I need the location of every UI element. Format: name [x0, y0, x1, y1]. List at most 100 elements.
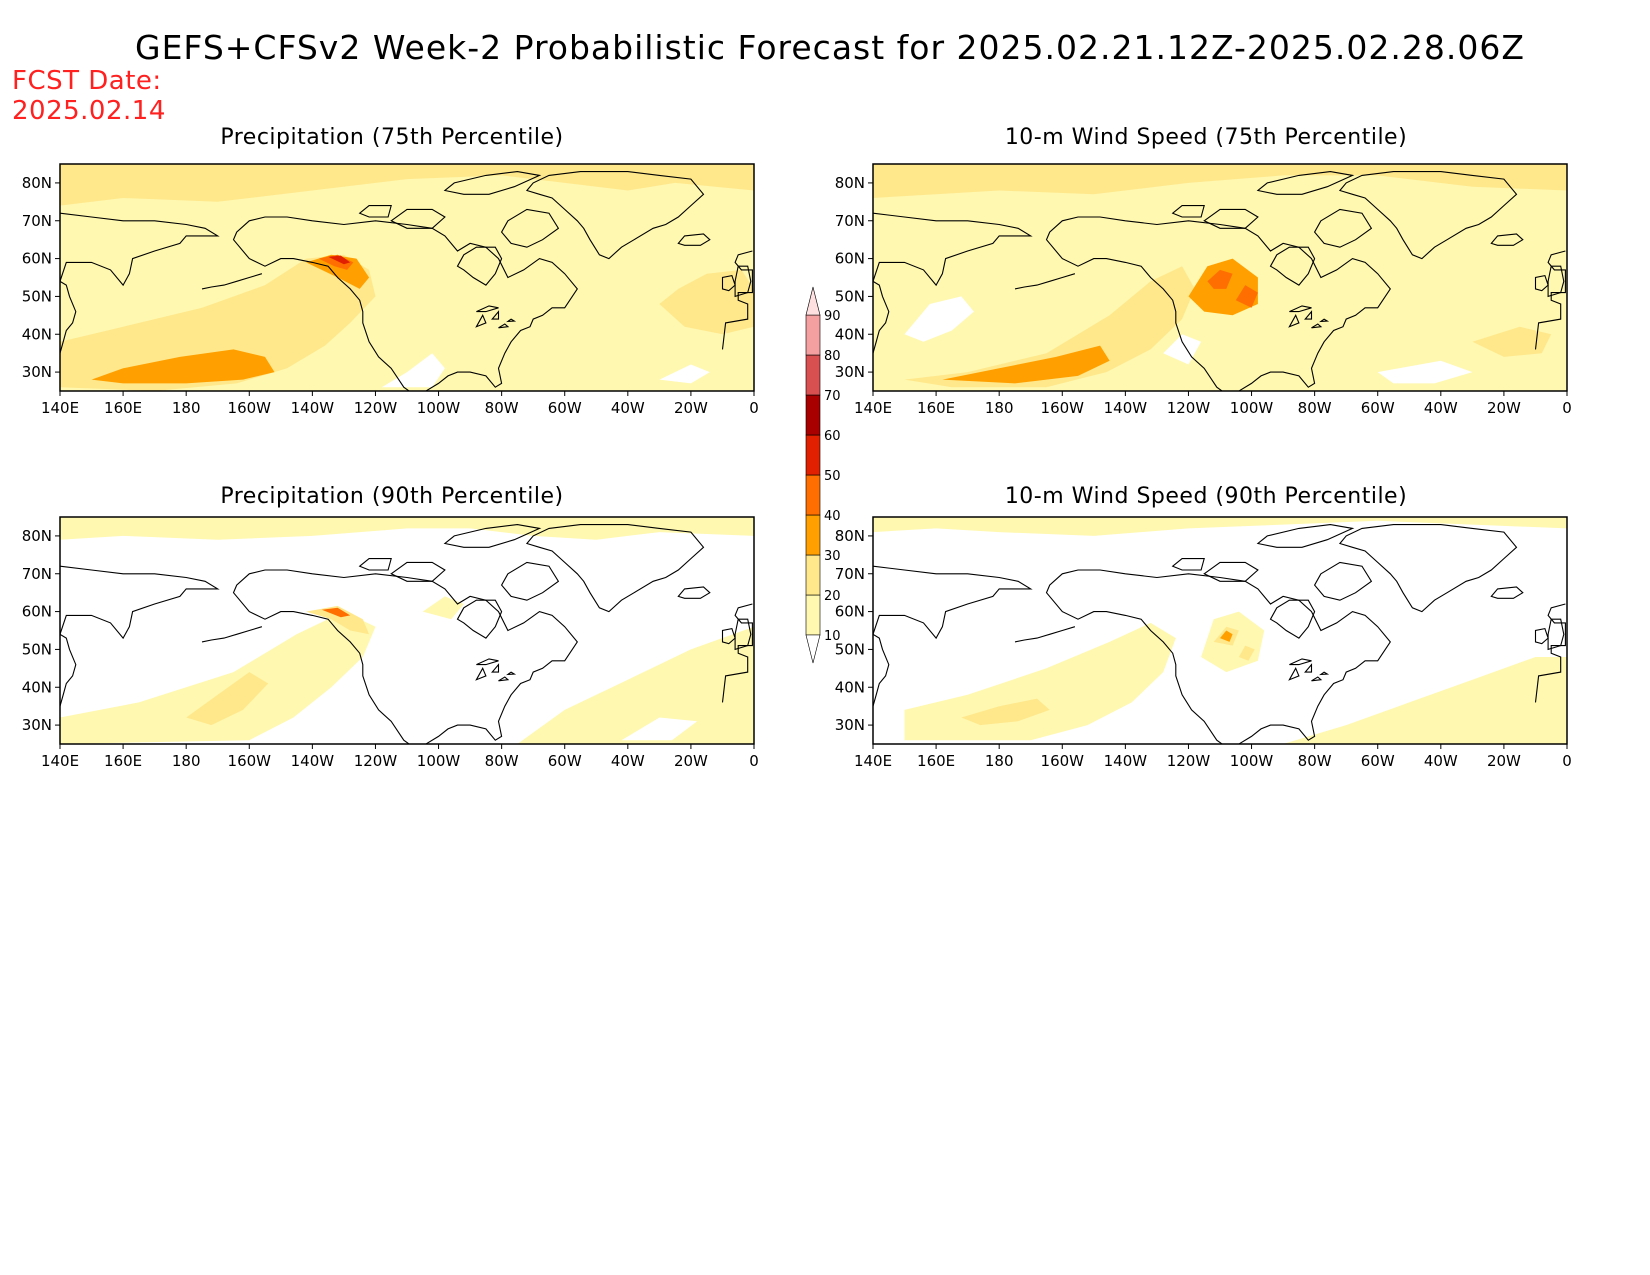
map-wind-75-lat-label-1: 70N	[835, 212, 865, 230]
forecast-date: 2025.02.14	[12, 96, 166, 126]
map-precip-75-coastlines	[60, 171, 753, 391]
map-precip-75-contour-4	[91, 349, 275, 384]
map-wind-75-coast-lake-2	[1304, 310, 1313, 320]
map-precip-75-lon-label-4: 140W	[291, 399, 335, 417]
map-precip-75-coast-victoria	[390, 208, 446, 229]
map-precip-90-contour-4	[186, 672, 269, 726]
map-precip-90-lat-label-3: 50N	[22, 640, 52, 658]
map-wind-75-coast-lake-0	[1289, 305, 1312, 313]
map-wind-90-coast-ireland	[1534, 627, 1549, 645]
map-precip-90-coast-lake-0	[476, 658, 499, 666]
map-precip-90-lon-label-8: 60W	[548, 752, 582, 770]
map-precip-75-coast-lake-4	[506, 318, 517, 323]
colorbar: 10 20 30 40 50 60 70 80 90	[805, 286, 841, 664]
map-precip-75-coast-asia	[60, 212, 220, 354]
map-precip-75-coast-lake-2	[491, 310, 500, 320]
map-precip-90-lon-label-2: 180	[172, 752, 201, 770]
map-precip-90-coast-ireland	[721, 627, 736, 645]
map-precip-75-lat-label-3: 50N	[22, 287, 52, 305]
map-wind-90-coast-ellesmere	[1256, 524, 1355, 548]
map-wind-90-coast-banks	[1171, 558, 1205, 571]
map-wind-75-contour-1	[873, 164, 1567, 198]
map-precip-90-lat-label-5: 30N	[22, 716, 52, 734]
map-wind-75-coast-aleutians	[1014, 273, 1076, 290]
map-precip-75-lon-label-0: 140E	[41, 399, 79, 417]
map-wind-75-coast-lake-1	[1288, 314, 1300, 328]
map-precip-75-lat-label-4: 40N	[22, 325, 52, 343]
map-precip-90-lon-label-5: 120W	[354, 752, 398, 770]
map-precip-75-lon-label-2: 180	[172, 399, 201, 417]
map-wind-75-lon-label-0: 140E	[854, 399, 892, 417]
map-precip-90-lon-label-1: 160E	[104, 752, 142, 770]
map-wind-75-coast-uk	[1547, 265, 1565, 298]
map-wind-90-lon-label-6: 100W	[1230, 752, 1274, 770]
map-precip-90-coast-ellesmere	[443, 524, 542, 548]
map-wind-75-lon-label-8: 60W	[1361, 399, 1395, 417]
map-precip-75-contour-7	[328, 255, 351, 265]
map-precip-75-lon-label-5: 120W	[354, 399, 398, 417]
map-wind-75-lat-label-2: 60N	[835, 250, 865, 268]
map-precip-75-lat-label-5: 30N	[22, 363, 52, 381]
map-precip-90-frame	[59, 516, 755, 745]
forecast-date-block: FCST Date: 2025.02.14	[12, 66, 166, 126]
forecast-date-label: FCST Date:	[12, 66, 162, 96]
map-precip-90-lon-label-10: 20W	[674, 752, 708, 770]
map-precip-90-coast-lake-4	[506, 671, 517, 676]
colorbar-segment-7	[805, 314, 821, 356]
map-wind-75-coastlines	[873, 171, 1566, 391]
colorbar-segment-1	[805, 554, 821, 596]
map-wind-75-coast-ellesmere	[1256, 171, 1355, 195]
map-precip-75-coast-uk	[734, 265, 752, 298]
map-wind-90-coast-uk	[1547, 618, 1565, 651]
map-wind-90-contour-0	[873, 517, 1567, 536]
map-precip-75-lon-label-8: 60W	[548, 399, 582, 417]
map-precip-90-coast-europe	[721, 603, 753, 703]
map-precip-90-lat-label-4: 40N	[22, 678, 52, 696]
map-wind-90-coast-victoria	[1203, 561, 1259, 582]
map-precip-75-contour-2	[60, 254, 376, 391]
map-wind-90-contour-7	[1238, 645, 1255, 661]
map-precip-90-coast-iceland	[677, 586, 711, 599]
map-precip-75-coast-lake-1	[475, 314, 487, 328]
map-precip-90-contour-0	[60, 517, 754, 540]
map-precip-75-coast-banks	[358, 205, 392, 218]
colorbar-segment-6	[805, 354, 821, 396]
map-precip-75-lon-label-9: 40W	[611, 399, 645, 417]
map-precip-90-lon-label-6: 100W	[417, 752, 461, 770]
map-precip-90-contour-7	[621, 717, 698, 741]
map-wind-90-lon-label-0: 140E	[854, 752, 892, 770]
map-wind-75-contour-7	[1235, 285, 1258, 308]
map-precip-90-lon-label-4: 140W	[291, 752, 335, 770]
map-precip-75-coast-europe	[721, 250, 753, 350]
map-precip-75-lon-label-7: 80W	[485, 399, 519, 417]
map-wind-75-lon-label-10: 20W	[1487, 399, 1521, 417]
map-wind-75-coast-banks	[1171, 205, 1205, 218]
panel-title-precip-90: Precipitation (90th Percentile)	[220, 484, 564, 509]
map-precip-75-coast-iceland	[677, 233, 711, 246]
map-wind-75-contour-3	[1472, 326, 1552, 357]
map-wind-90-coast-aleutians	[1014, 626, 1076, 643]
map-precip-75-lat-label-0: 80N	[22, 174, 52, 192]
map-precip-90-coast-aleutians	[201, 626, 263, 643]
colorbar-segment-4	[805, 434, 821, 476]
map-wind-75-lat-label-0: 80N	[835, 174, 865, 192]
map-wind-75-coast-ireland	[1534, 274, 1549, 292]
map-precip-75-coast-hudson-bay	[456, 246, 503, 286]
map-precip-90-coast-banks	[358, 558, 392, 571]
map-wind-90-lon-label-4: 140W	[1104, 752, 1148, 770]
map-precip-90-contour-6	[321, 607, 351, 618]
map-precip-90-lon-label-3: 160W	[228, 752, 272, 770]
map-precip-90-coast-victoria	[390, 561, 446, 582]
colorbar-bottom-arrow	[805, 634, 821, 664]
map-precip-90-contour-3	[422, 596, 464, 620]
map-wind-90-lon-label-5: 120W	[1167, 752, 1211, 770]
map-wind-75-lon-label-6: 100W	[1230, 399, 1274, 417]
map-precip-90-lat-label-1: 70N	[22, 565, 52, 583]
map-wind-75-lon-label-11: 0	[1562, 399, 1572, 417]
map-precip-75-contour-5	[306, 254, 370, 289]
map-wind-90-lon-label-8: 60W	[1361, 752, 1395, 770]
map-wind-75-coast-baffin	[1313, 208, 1373, 248]
map-wind-90-contour-4	[961, 698, 1050, 726]
map-precip-75-coast-ellesmere	[443, 171, 542, 195]
map-wind-90-coast-lake-4	[1319, 671, 1330, 676]
